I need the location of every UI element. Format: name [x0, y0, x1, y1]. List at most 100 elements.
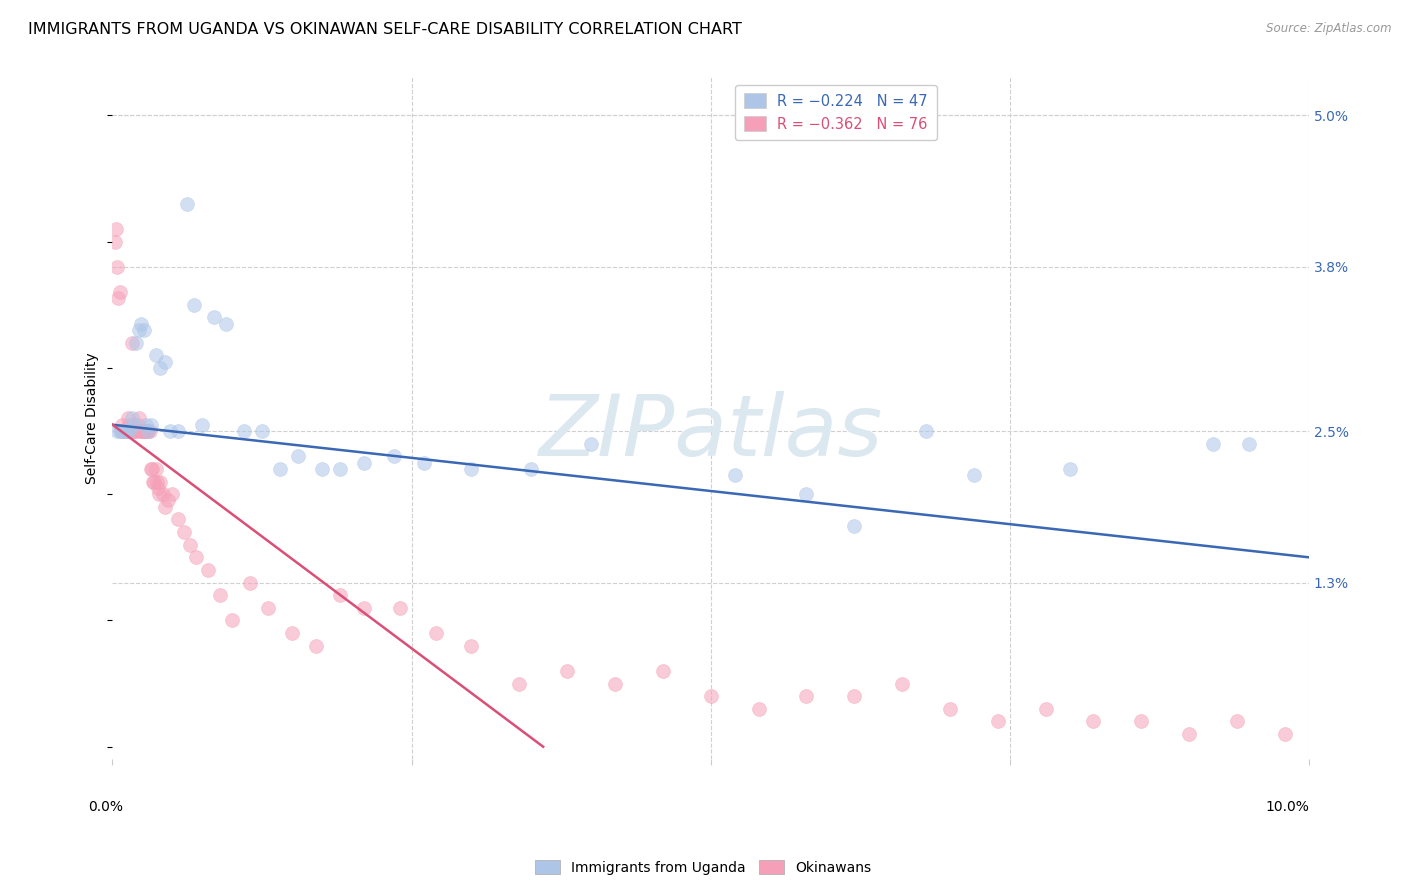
Point [209, 588, 232, 602]
Point [136, 424, 159, 438]
Point [159, 424, 181, 438]
Text: ZIPatlas: ZIPatlas [538, 391, 883, 474]
Point [555, 664, 578, 678]
Point [117, 411, 139, 425]
Point [388, 600, 411, 615]
Point [104, 235, 127, 249]
Point [202, 310, 225, 325]
Point [939, 702, 962, 716]
Point [329, 462, 352, 476]
Point [963, 468, 986, 483]
Point [122, 417, 145, 432]
Point [105, 222, 128, 236]
Point [167, 512, 190, 526]
Point [135, 417, 157, 432]
Point [142, 475, 165, 489]
Point [153, 354, 176, 368]
Point [215, 317, 238, 331]
Point [114, 424, 136, 438]
Point [138, 424, 160, 438]
Point [167, 424, 190, 438]
Point [156, 493, 179, 508]
Point [173, 524, 195, 539]
Point [132, 323, 155, 337]
Point [508, 676, 530, 690]
Point [179, 538, 201, 552]
Point [125, 335, 148, 350]
Point [197, 563, 219, 577]
Point [1035, 702, 1057, 716]
Point [134, 424, 156, 438]
Point [115, 424, 138, 438]
Point [149, 360, 172, 375]
Point [121, 335, 143, 350]
Point [139, 462, 162, 476]
Text: 10.0%: 10.0% [1265, 800, 1309, 814]
Point [353, 456, 375, 470]
Point [191, 417, 214, 432]
Point [329, 588, 352, 602]
Point [138, 424, 160, 438]
Point [1059, 462, 1081, 476]
Point [124, 424, 146, 438]
Point [146, 481, 169, 495]
Point [1130, 714, 1153, 729]
Point [1226, 714, 1249, 729]
Point [425, 626, 447, 640]
Point [120, 424, 142, 438]
Point [723, 468, 745, 483]
Point [183, 298, 205, 312]
Point [132, 424, 155, 438]
Legend: Immigrants from Uganda, Okinawans: Immigrants from Uganda, Okinawans [529, 855, 877, 880]
Point [1178, 727, 1201, 741]
Point [105, 424, 128, 438]
Point [281, 626, 304, 640]
Point [796, 690, 818, 704]
Point [603, 676, 626, 690]
Text: IMMIGRANTS FROM UGANDA VS OKINAWAN SELF-CARE DISABILITY CORRELATION CHART: IMMIGRANTS FROM UGANDA VS OKINAWAN SELF-… [28, 22, 742, 37]
Point [143, 475, 166, 489]
Point [987, 714, 1010, 729]
Point [129, 424, 152, 438]
Point [162, 487, 184, 501]
Point [128, 323, 150, 337]
Point [176, 196, 198, 211]
Point [128, 411, 150, 425]
Point [152, 487, 174, 501]
Point [129, 317, 152, 331]
Point [221, 614, 243, 628]
Text: Source: ZipAtlas.com: Source: ZipAtlas.com [1267, 22, 1392, 36]
Point [796, 487, 818, 501]
Point [287, 450, 309, 464]
Point [129, 424, 152, 438]
Point [1202, 436, 1225, 450]
Point [153, 500, 176, 514]
Point [844, 690, 866, 704]
Point [145, 475, 167, 489]
Point [382, 450, 405, 464]
Point [141, 462, 163, 476]
Point [520, 462, 543, 476]
Point [460, 639, 482, 653]
Point [844, 518, 866, 533]
Point [125, 424, 148, 438]
Point [108, 285, 131, 299]
Text: 0.0%: 0.0% [89, 800, 124, 814]
Point [186, 550, 208, 565]
Point [110, 424, 132, 438]
Point [651, 664, 673, 678]
Legend: R = −0.224   N = 47, R = −0.362   N = 76: R = −0.224 N = 47, R = −0.362 N = 76 [735, 85, 936, 140]
Point [311, 462, 333, 476]
Point [1274, 727, 1296, 741]
Point [121, 411, 143, 425]
Point [114, 424, 136, 438]
Point [239, 575, 262, 590]
Point [891, 676, 914, 690]
Point [108, 424, 131, 438]
Point [148, 487, 170, 501]
Point [915, 424, 938, 438]
Point [138, 424, 160, 438]
Point [747, 702, 769, 716]
Point [1237, 436, 1260, 450]
Point [135, 424, 157, 438]
